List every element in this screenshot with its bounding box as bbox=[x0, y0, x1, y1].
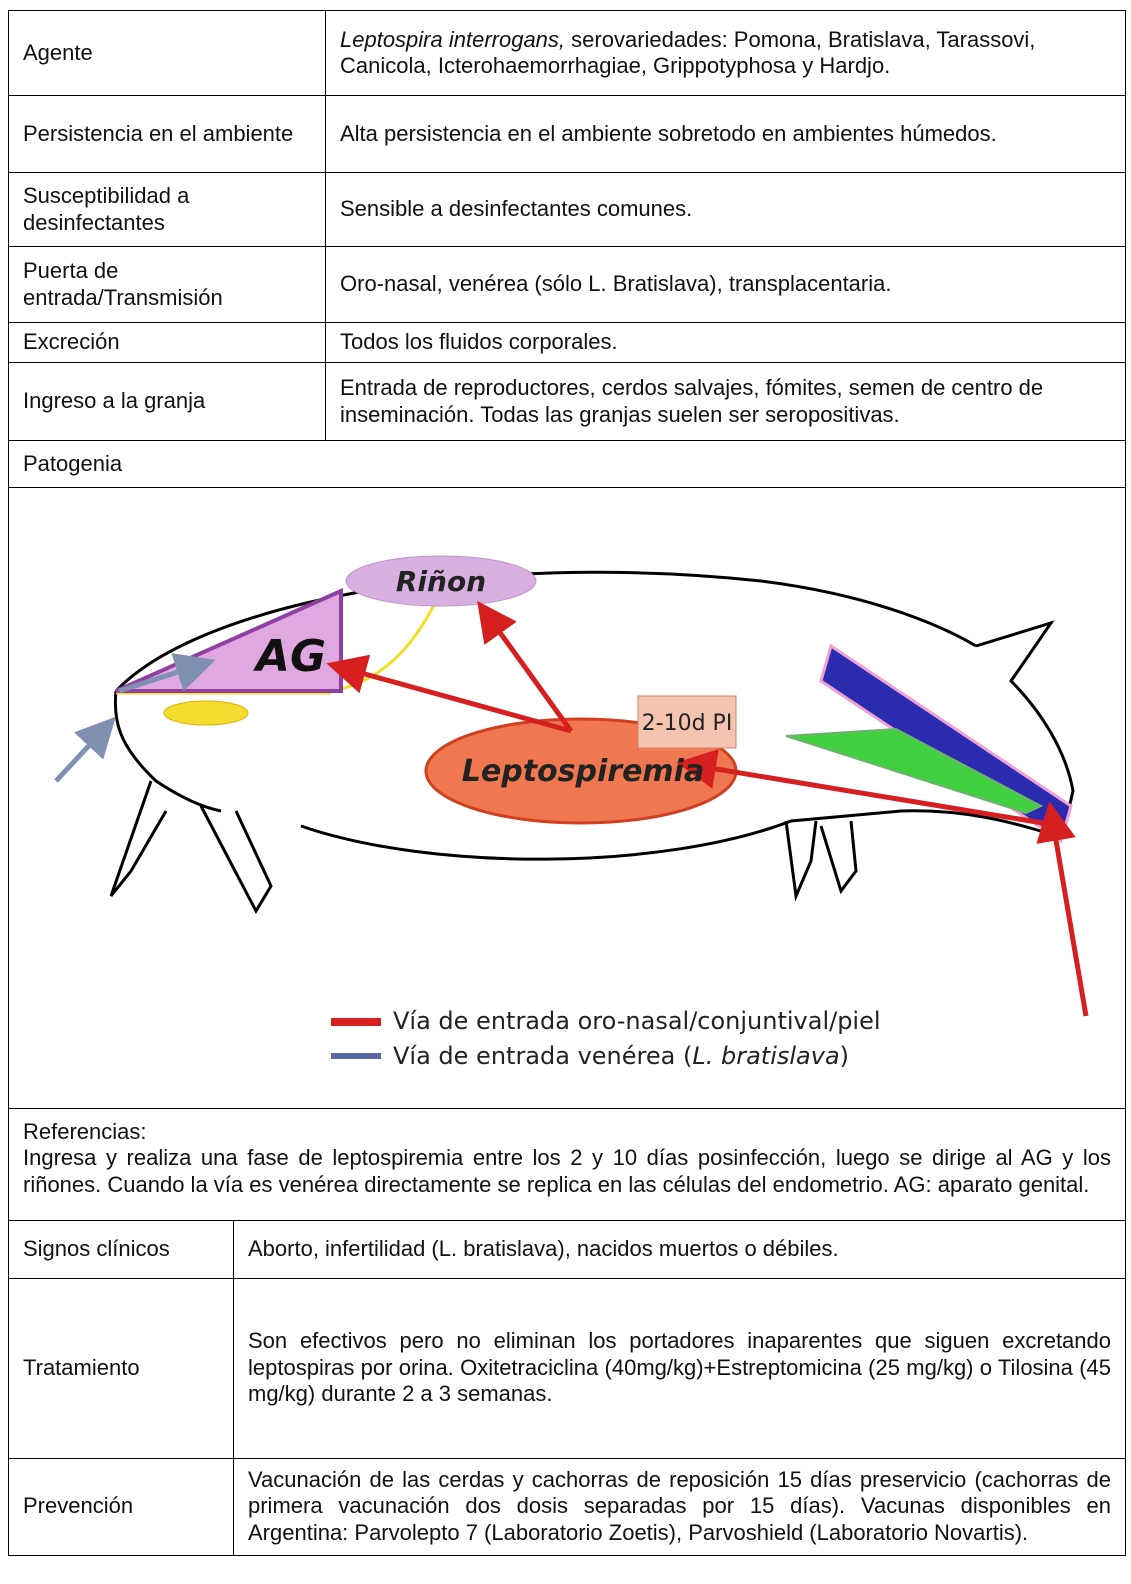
content: Vacunación de las cerdas y cachorras de … bbox=[233, 1457, 1126, 1556]
kidney-label: Riñon bbox=[396, 565, 486, 598]
diagram: Riñon AG 2-10d PI Leptospiremia Vía de e… bbox=[54, 555, 1089, 1070]
document: Agente Leptospira interrogans, serovaried… bbox=[8, 10, 1126, 1556]
text: ) bbox=[840, 1042, 849, 1070]
content: Todos los fluidos corporales. bbox=[325, 322, 1126, 363]
content: Alta persistencia en el ambiente sobreto… bbox=[325, 95, 1126, 173]
label: Puerta de entrada/Transmisión bbox=[8, 246, 326, 323]
section-title: Patogenia bbox=[8, 440, 1126, 488]
content: Son efectivos pero no eliminan los porta… bbox=[233, 1277, 1126, 1459]
legend-entry: Vía de entrada venérea (L. bratislava) bbox=[393, 1042, 849, 1070]
content: Leptospira interrogans, serovariedades: … bbox=[325, 10, 1126, 96]
label: Excreción bbox=[8, 322, 326, 363]
italic: L. bratislava bbox=[692, 1042, 839, 1070]
content: Sensible a desinfectantes comunes. bbox=[325, 172, 1126, 247]
leptospiremia-label: Leptospiremia bbox=[462, 754, 704, 789]
label: Agente bbox=[8, 10, 326, 96]
text: serovariedades: Pomona, Bratislava, Tara… bbox=[340, 26, 1036, 78]
bottom-table: Signos clínicos Aborto, infertilidad (L. … bbox=[8, 1219, 1126, 1556]
italic: Leptospira interrogans, bbox=[340, 26, 566, 52]
label: Tratamiento bbox=[8, 1277, 234, 1459]
label: Persistencia en el ambiente bbox=[8, 95, 326, 173]
legend-entry: Vía de entrada oro-nasal/conjuntival/pie… bbox=[393, 1007, 881, 1035]
text: Vía de entrada venérea ( bbox=[393, 1042, 692, 1070]
references-text: Ingresa y realiza una fase de leptospire… bbox=[23, 1145, 1111, 1197]
top-table: Agente Leptospira interrogans, serovaried… bbox=[8, 10, 1126, 1221]
diagram-cell: Riñon AG 2-10d PI Leptospiremia Vía de e… bbox=[8, 487, 1126, 1109]
label: Signos clínicos bbox=[8, 1219, 234, 1279]
content: Oro-nasal, venérea (sólo L. Bratislava),… bbox=[325, 246, 1126, 323]
genital-label: AG bbox=[253, 631, 326, 682]
content: Entrada de reproductores, cerdos salvaje… bbox=[325, 362, 1126, 441]
references-title: Referencias: bbox=[23, 1119, 147, 1144]
label: Prevención bbox=[8, 1457, 234, 1556]
content: Aborto, infertilidad (L. bratislava), na… bbox=[233, 1219, 1126, 1279]
label: Ingreso a la granja bbox=[8, 362, 326, 441]
label: Susceptibilidad a desinfectantes bbox=[8, 172, 326, 247]
pig-drawing: Riñon AG 2-10d PI Leptospiremia Vía de e… bbox=[54, 555, 1089, 1070]
references: Referencias: Ingresa y realiza una fase d… bbox=[8, 1108, 1126, 1221]
timing-label: 2-10d PI bbox=[642, 711, 733, 736]
